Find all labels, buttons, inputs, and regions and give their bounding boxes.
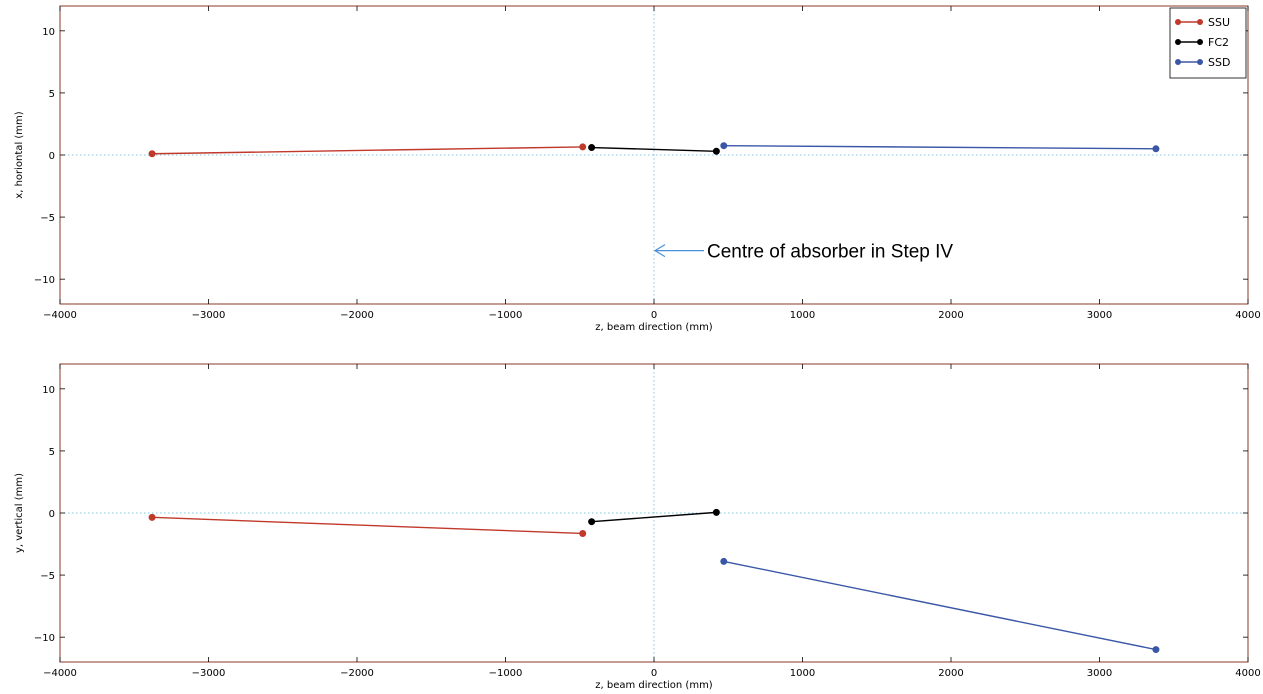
annotation: Centre of absorber in Step IV	[653, 242, 953, 263]
legend-item-ssd: SSD	[1175, 56, 1230, 69]
y-axis-label: y, vertical (mm)	[14, 473, 25, 553]
legend-frame	[1169, 7, 1247, 79]
series-fc2	[588, 144, 720, 155]
y-tick-label: −10	[34, 633, 55, 644]
y-tick-label: −5	[40, 571, 55, 582]
legend: SSU FC2 SSD	[1169, 7, 1247, 79]
data-point-ssu	[148, 150, 156, 158]
x-tick-label: −3000	[192, 668, 226, 679]
x-tick-label: −3000	[192, 310, 226, 321]
series-ssd	[720, 557, 1160, 654]
y-tick-label: 5	[49, 89, 55, 100]
data-point-fc2	[712, 508, 720, 516]
x-tick-label: −1000	[489, 310, 523, 321]
x-axis-label: z, beam direction (mm)	[595, 322, 713, 333]
x-tick-label: 3000	[1087, 310, 1112, 321]
series-ssu	[148, 143, 587, 158]
x-tick-label: −4000	[43, 310, 77, 321]
y-tick-label: −10	[34, 275, 55, 286]
y-tick-label: 5	[49, 447, 55, 458]
x-tick-label: 2000	[938, 310, 963, 321]
data-point-fc2	[712, 147, 720, 155]
data-point-ssu	[579, 143, 587, 151]
series-line-ssu	[152, 516, 583, 535]
x-tick-label: −2000	[340, 668, 374, 679]
y-tick-label: 10	[42, 385, 55, 396]
data-point-ssu	[148, 513, 156, 521]
legend-marker	[1197, 19, 1203, 25]
x-tick-label: −2000	[340, 310, 374, 321]
plot-horizontal: −4000 −3000 −2000 −1000 0 1000 2000 3000 4000 −10…	[14, 5, 1261, 333]
data-point-fc2	[588, 518, 596, 526]
plot-vertical: −4000 −3000 −2000 −1000 0 1000 2000 3000 4000 −10…	[14, 363, 1261, 691]
series-line-ssu	[152, 146, 583, 155]
legend-item-fc2: FC2	[1175, 36, 1229, 49]
y-tick-label: −5	[40, 213, 55, 224]
x-tick-label: 0	[651, 310, 657, 321]
data-point-ssd	[1152, 646, 1160, 654]
x-tick-label: 3000	[1087, 668, 1112, 679]
x-tick-label: 4000	[1235, 310, 1260, 321]
y-tick-label: 0	[49, 151, 55, 162]
series-line-fc2	[591, 146, 717, 152]
legend-marker	[1175, 59, 1181, 65]
annotation-arrow-head	[653, 244, 666, 258]
series-ssd	[720, 142, 1160, 153]
series-line-ssd	[723, 144, 1156, 150]
x-tick-label: 0	[651, 668, 657, 679]
x-tick-label: −4000	[43, 668, 77, 679]
legend-label: FC2	[1208, 36, 1229, 49]
legend-item-ssu: SSU	[1175, 16, 1230, 29]
legend-label: SSD	[1208, 56, 1230, 69]
legend-marker	[1197, 59, 1203, 65]
x-tick-label: 1000	[790, 668, 815, 679]
legend-marker	[1175, 19, 1181, 25]
series-line-ssd	[723, 560, 1157, 651]
y-tick-label: 10	[42, 27, 55, 38]
annotation-label: Centre of absorber in Step IV	[707, 242, 953, 263]
data-point-ssd	[720, 557, 728, 565]
legend-marker	[1197, 39, 1203, 45]
y-tick-label: 0	[49, 509, 55, 520]
series-ssu	[148, 513, 587, 537]
x-tick-label: −1000	[489, 668, 523, 679]
data-point-ssd	[1152, 145, 1160, 153]
x-tick-label: 4000	[1235, 668, 1260, 679]
x-tick-label: 2000	[938, 668, 963, 679]
legend-label: SSU	[1208, 16, 1230, 29]
series-fc2	[588, 508, 720, 526]
data-point-fc2	[588, 144, 596, 152]
legend-marker	[1175, 39, 1181, 45]
data-point-ssu	[579, 529, 587, 537]
series-line-fc2	[591, 511, 717, 523]
y-axis-label: x, horiontal (mm)	[14, 111, 25, 198]
x-axis-label: z, beam direction (mm)	[595, 680, 713, 691]
x-tick-label: 1000	[790, 310, 815, 321]
data-point-ssd	[720, 142, 728, 150]
